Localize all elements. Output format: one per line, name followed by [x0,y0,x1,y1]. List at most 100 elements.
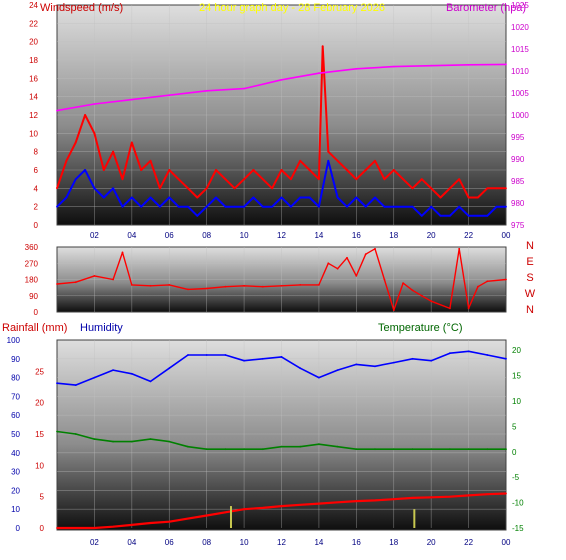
data-point [159,205,161,208]
panel1-series [56,45,507,217]
data-point [121,251,124,254]
humidity-tick-label: 80 [11,374,20,383]
data-point [383,205,386,208]
data-point [56,109,58,112]
data-point [420,214,423,217]
data-point [112,440,114,443]
data-point [430,64,433,67]
hour-tick-label: 14 [314,538,323,547]
data-point [374,196,376,199]
data-point [280,196,283,199]
data-point [74,178,77,181]
compass-point-label: W [525,288,536,300]
data-point [411,187,414,190]
data-point [430,359,433,362]
data-point [65,159,68,162]
hour-tick-label: 18 [389,538,398,547]
hour-tick-label: 04 [127,538,136,547]
rain-rate-bar [229,506,232,528]
data-point [486,214,489,217]
rainfall-tick-label: 0 [40,524,45,533]
data-point [321,45,324,48]
data-point [449,448,451,451]
data-point [505,205,507,208]
data-point [336,267,339,270]
data-point [243,284,246,287]
data-point [383,278,386,281]
data-point [205,287,208,290]
data-point [196,214,199,217]
data-point [224,178,227,181]
data-point [336,501,339,504]
data-point [355,363,358,366]
data-point [187,354,189,356]
data-point [336,159,339,162]
data-point [318,284,320,286]
data-point [486,493,489,496]
data-point [374,247,376,250]
hour-tick-label: 16 [352,538,361,547]
data-point [486,187,489,190]
data-point [168,284,171,286]
data-point [336,369,339,371]
data-point [112,369,114,371]
hour-tick-label: 10 [240,538,249,547]
data-point [140,169,143,171]
data-point [505,357,507,360]
data-point [467,350,470,353]
data-point [261,507,264,509]
data-point [374,448,376,451]
data-point [355,275,358,277]
data-point [187,205,189,208]
data-point [168,440,171,443]
data-point [449,214,451,217]
data-point [374,499,376,502]
hour-tick-label: 18 [389,231,398,240]
data-point [290,178,292,181]
data-point [486,354,489,356]
data-point [93,376,96,379]
data-point [168,169,171,171]
data-point [93,103,96,105]
data-point [205,187,208,190]
rain-rate-bar [413,509,416,528]
panel3-series [56,350,507,530]
rainfall-tick-label: 5 [40,493,45,502]
data-point [130,524,133,526]
data-point [280,284,283,287]
data-point [149,380,152,383]
data-point [112,150,114,153]
hour-tick-label: 00 [502,231,511,240]
windspeed-axis-label: Windspeed (m/s) [40,2,123,14]
data-point [112,187,114,190]
barometer-tick-label: 990 [511,155,525,164]
data-point [336,445,339,448]
data-point [84,114,86,116]
data-point [261,448,264,451]
data-point [243,178,246,181]
data-point [411,448,414,451]
data-point [364,253,367,256]
temperature-axis-label: Temperature (°C) [378,322,462,334]
data-point [168,94,171,97]
data-point [215,169,217,171]
data-point [74,384,77,386]
chart-title: 24 hour graph day - 28 February 2026 [199,2,385,14]
data-point [392,498,395,501]
data-point [280,169,283,171]
data-point [439,196,442,199]
data-point [74,433,77,435]
windspeed-tick-label: 20 [29,38,38,47]
data-point [243,205,246,208]
data-point [467,214,470,217]
data-point [74,281,77,284]
data-point [402,282,404,284]
data-point [364,205,367,208]
humidity-axis-label: Humidity [80,322,123,334]
data-point [458,205,461,208]
humidity-tick-label: 100 [7,336,21,345]
data-point [280,445,283,448]
data-point [318,72,320,75]
hour-tick-label: 12 [277,231,286,240]
hour-tick-label: 02 [90,538,99,547]
